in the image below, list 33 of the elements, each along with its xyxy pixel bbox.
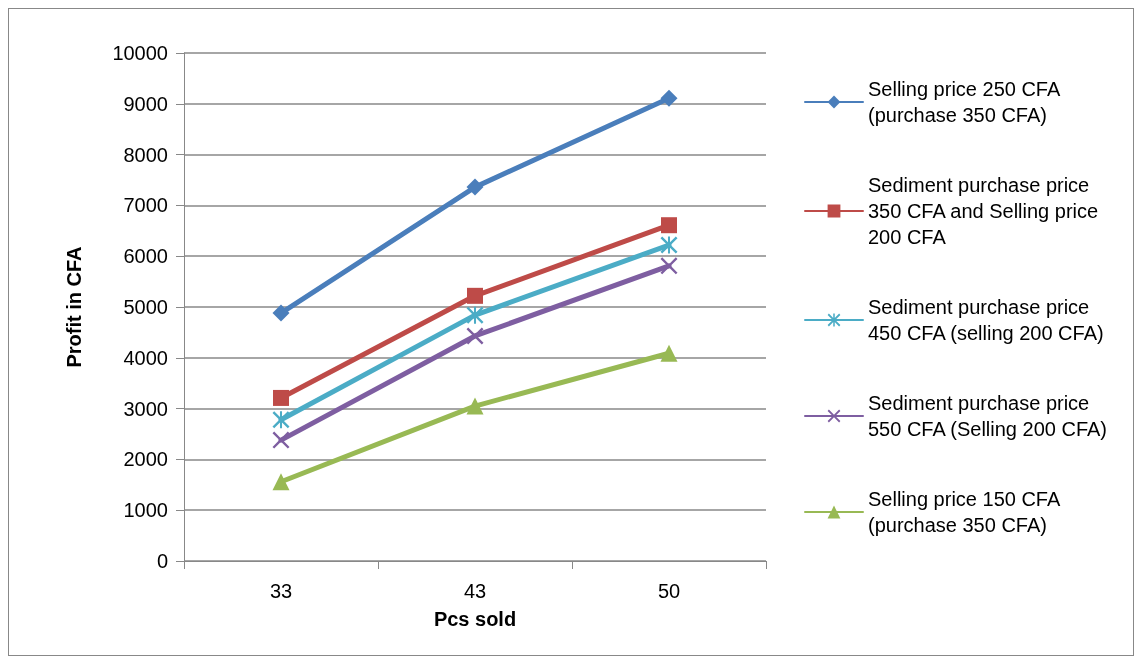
y-tick-label: 8000 bbox=[123, 143, 168, 166]
y-tick-label: 2000 bbox=[123, 448, 168, 471]
legend-label: Sediment purchase price 450 CFA (selling 200 CFA) bbox=[868, 296, 1104, 344]
y-tick-label: 9000 bbox=[123, 92, 168, 115]
x-axis-title: Pcs sold bbox=[433, 608, 517, 630]
point bbox=[273, 389, 289, 406]
y-tick-label: 6000 bbox=[123, 245, 168, 268]
point bbox=[660, 257, 678, 275]
point bbox=[466, 178, 484, 196]
y-tick-label: 5000 bbox=[123, 296, 168, 318]
y-tick-label: 1000 bbox=[123, 499, 168, 522]
point bbox=[466, 327, 484, 345]
legend-label: Sediment purchase price 350 CFA and Selling price 200 CFA bbox=[868, 174, 1104, 248]
point bbox=[660, 344, 678, 362]
legend-label: Selling price 250 CFA (purchase 350 CFA) bbox=[868, 78, 1065, 126]
point bbox=[661, 217, 677, 234]
y-tick-label: 7000 bbox=[123, 194, 168, 217]
x-tick-label: 33 bbox=[269, 580, 293, 602]
point bbox=[272, 304, 290, 322]
y-tick-label: 10000 bbox=[112, 42, 168, 64]
y-axis-title: Profit in CFA bbox=[63, 246, 85, 368]
x-tick-label: 50 bbox=[657, 580, 681, 602]
legend-label: Selling price 150 CFA (purchase 350 CFA) bbox=[868, 488, 1065, 536]
point bbox=[466, 397, 484, 415]
y-tick-label: 4000 bbox=[123, 346, 168, 369]
legend-label: Sediment purchase price 550 CFA (Selling 200 CFA) bbox=[868, 392, 1108, 440]
point bbox=[660, 89, 678, 107]
y-tick-label: 3000 bbox=[123, 397, 168, 420]
x-tick-label: 43 bbox=[463, 580, 487, 602]
point bbox=[272, 431, 290, 449]
point bbox=[272, 473, 290, 491]
y-tick-label: 0 bbox=[156, 550, 168, 572]
point bbox=[467, 287, 483, 304]
